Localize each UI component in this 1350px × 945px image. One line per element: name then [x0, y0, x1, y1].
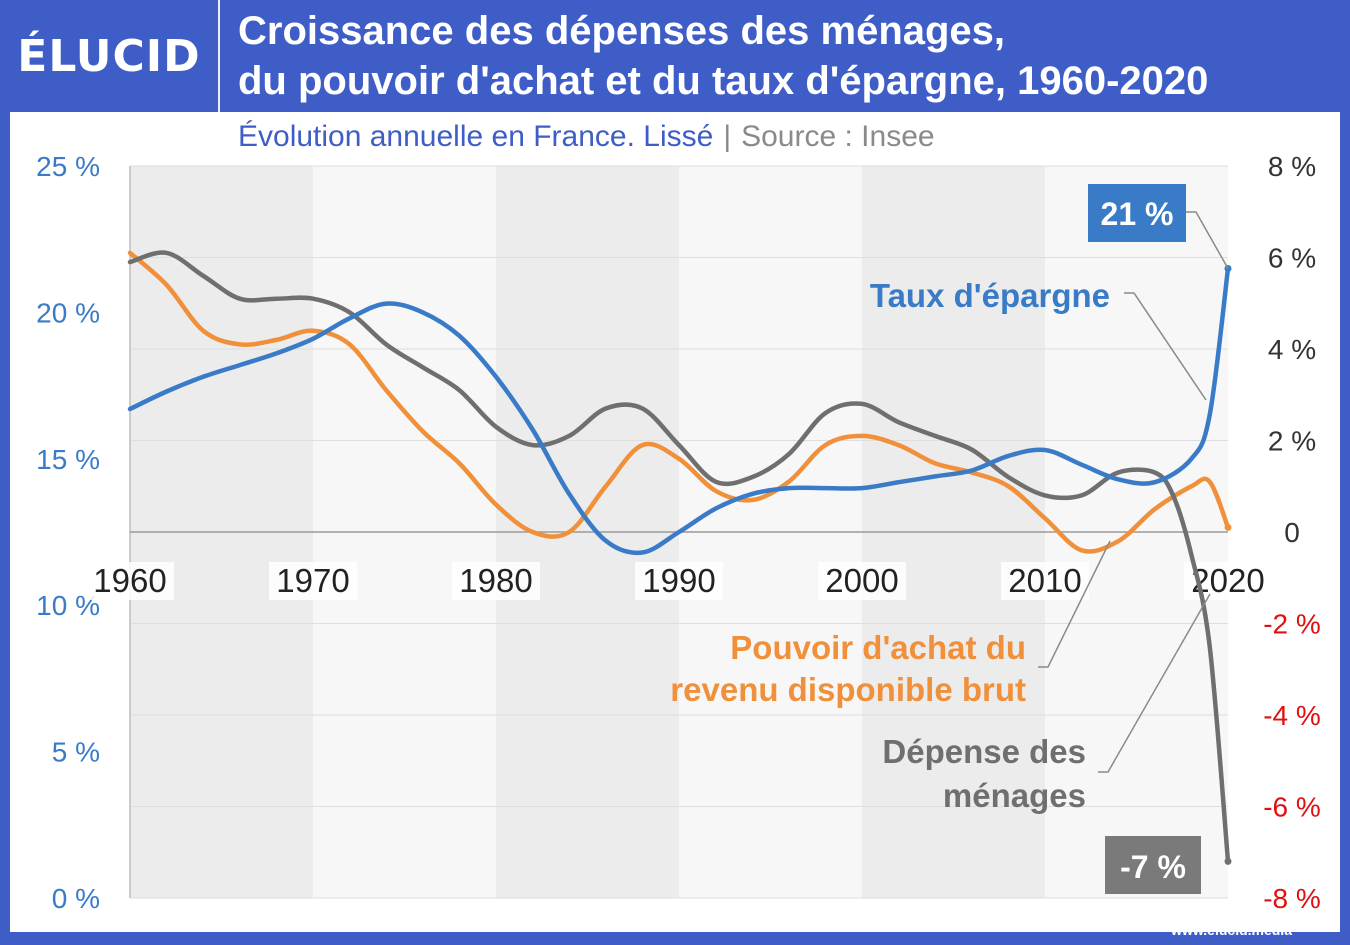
series-line-pouvoir-achat — [127, 250, 1231, 554]
legend-depense-line2: ménages — [943, 777, 1086, 814]
annotation-label-21: 21 % — [1101, 196, 1174, 232]
y-right-tick-label: -4 % — [1263, 700, 1321, 731]
legend-pouvoir-achat-line2: revenu disponible brut — [670, 671, 1026, 708]
x-tick-label: 2020 — [1191, 562, 1264, 599]
legend-leader-taux-epargne — [1124, 292, 1207, 401]
header-divider — [218, 0, 220, 112]
x-tick-label-bg — [818, 562, 906, 600]
y-right-tick-label: 8 % — [1268, 151, 1316, 182]
y-left-tick-label: 15 % — [36, 444, 100, 475]
y-right-tick-label: 6 % — [1268, 243, 1316, 274]
x-tick-label: 1990 — [642, 562, 715, 599]
chart-subtitle: Évolution annuelle en France. Lissé | Sour… — [238, 118, 935, 156]
y-right-tick-label: 2 % — [1268, 426, 1316, 457]
watermark-flag-icon — [1300, 904, 1334, 926]
x-tick-label-bg — [269, 562, 357, 600]
x-tick-label-bg — [452, 562, 540, 600]
annotation-label-minus7: -7 % — [1120, 849, 1186, 885]
website-watermark[interactable]: www.elucid.media — [1171, 922, 1292, 938]
y-right-tick-label: -2 % — [1263, 609, 1321, 640]
legend-taux-epargne: Taux d'épargne — [870, 277, 1110, 314]
legend-leader-depense — [1098, 593, 1211, 773]
y-right-tick-label: 0 — [1284, 517, 1300, 548]
series-line-taux-epargne — [127, 266, 1231, 556]
page-title: Croissance des dépenses des ménages, du … — [238, 6, 1343, 106]
legend-depense-line1: Dépense des — [882, 733, 1086, 770]
y-left-tick-label: 20 % — [36, 297, 100, 328]
title-line-1: Croissance des dépenses des ménages, — [238, 9, 1006, 53]
source-text: Source : Insee — [741, 120, 935, 153]
x-tick-label-bg — [635, 562, 723, 600]
y-left-tick-label: 5 % — [52, 737, 100, 768]
y-left-tick-label: 25 % — [36, 151, 100, 182]
brand-logo[interactable]: ÉLUCID — [0, 0, 218, 112]
series-end-pouvoir-achat — [1224, 523, 1232, 531]
y-left-tick-label: 0 % — [52, 883, 100, 914]
x-tick-label: 1980 — [459, 562, 532, 599]
x-tick-label-bg — [1001, 562, 1089, 600]
subtitle-separator: | — [723, 120, 732, 153]
series-end-depense-menages — [1224, 857, 1232, 865]
annotation-box-minus7 — [1105, 836, 1201, 894]
title-line-2: du pouvoir d'achat et du taux d'épargne,… — [238, 59, 1209, 103]
x-tick-label: 1970 — [276, 562, 349, 599]
subtitle-text: Évolution annuelle en France. Lissé — [238, 120, 714, 153]
legend-leader-pouvoir-achat — [1038, 540, 1111, 668]
y-right-tick-label: -6 % — [1263, 792, 1321, 823]
y-right-tick-label: -8 % — [1263, 883, 1321, 914]
logo-text: ÉLUCID — [17, 30, 201, 82]
x-tick-label: 1960 — [93, 562, 166, 599]
x-tick-label: 2000 — [825, 562, 898, 599]
legend-pouvoir-achat-line1: Pouvoir d'achat du — [730, 629, 1026, 666]
annotation-leader-21 — [1186, 211, 1229, 269]
annotation-box-21 — [1088, 184, 1186, 242]
x-tick-label-bg — [86, 562, 174, 600]
series-line-depense-menages — [127, 250, 1231, 864]
y-right-tick-label: 4 % — [1268, 334, 1316, 365]
x-tick-label: 2010 — [1008, 562, 1081, 599]
